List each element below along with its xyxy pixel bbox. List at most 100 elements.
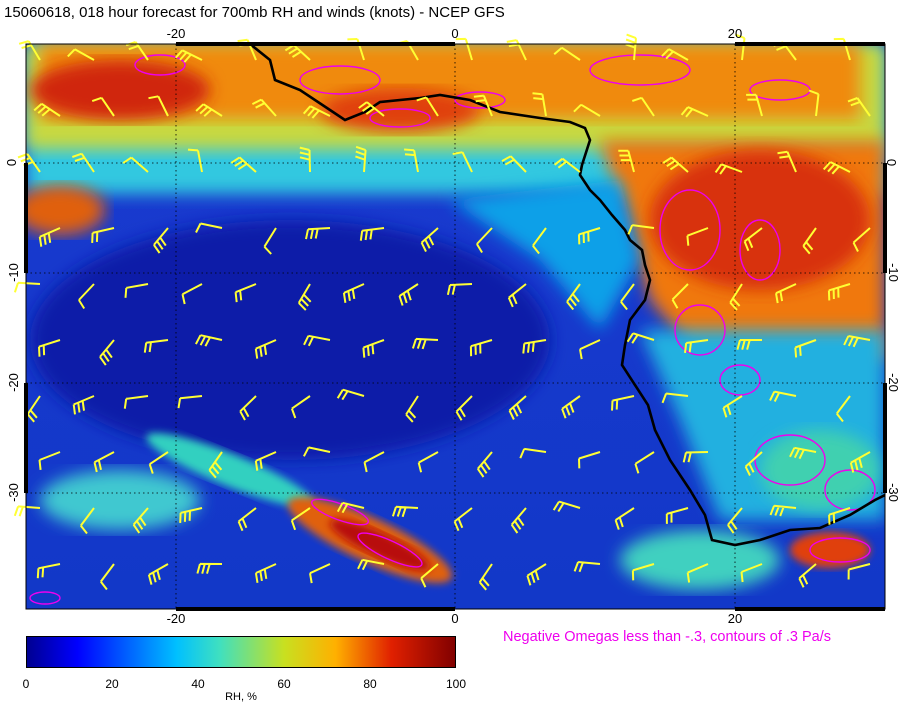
wind-barb: [303, 334, 331, 347]
lat-tick-right: -30: [885, 483, 901, 502]
wind-barb: [446, 283, 473, 296]
wind-barb: [827, 283, 851, 301]
wind-barb: [476, 451, 493, 478]
wind-barb: [195, 222, 223, 233]
wind-barb: [411, 337, 439, 350]
wind-barb: [625, 33, 637, 61]
wind-barb: [26, 395, 41, 423]
wind-barb: [680, 106, 709, 118]
wind-barb: [789, 446, 817, 460]
wind-barb: [769, 390, 797, 402]
wind-barb: [822, 161, 851, 175]
wind-barb: [736, 339, 762, 350]
wind-barb: [734, 33, 746, 61]
wind-barb: [187, 148, 203, 173]
wind-barb: [398, 283, 419, 306]
wind-barb: [620, 283, 635, 311]
wind-barb: [579, 339, 601, 360]
wind-barb: [828, 507, 851, 525]
wind-barb: [519, 447, 547, 459]
wind-barb: [362, 339, 385, 358]
wind-barb: [208, 451, 223, 479]
wind-barb: [174, 49, 203, 63]
wind-barb: [38, 227, 61, 247]
lon-tick-top: -20: [166, 26, 186, 41]
colorbar-tick: 60: [277, 677, 291, 691]
lon-tick-bottom: -20: [166, 611, 186, 626]
wind-barb: [195, 334, 223, 347]
wind-barb: [506, 39, 527, 61]
wind-barb: [526, 563, 547, 586]
wind-barb: [578, 227, 601, 245]
colorbar-label: RH, %: [225, 691, 257, 703]
omega-legend-note: Negative Omegas less than -.3, contours …: [503, 629, 832, 645]
wind-barb: [363, 451, 385, 473]
omega-contours: [29, 54, 876, 605]
lat-tick-left: -10: [5, 263, 21, 282]
wind-barb: [284, 44, 311, 61]
wind-barb: [181, 283, 203, 305]
wind-barb: [230, 156, 257, 173]
wind-barb: [553, 157, 581, 173]
lon-tick-top: 20: [727, 26, 743, 41]
wind-barb: [802, 227, 817, 255]
wind-barb: [80, 507, 95, 535]
wind-barb: [455, 37, 473, 61]
wind-barb: [631, 96, 655, 117]
colorbar-tick: 40: [191, 677, 205, 691]
wind-barb: [847, 563, 871, 580]
wind-barb: [566, 283, 581, 311]
wind-barb: [661, 48, 689, 61]
wind-barb: [254, 339, 277, 359]
wind-barb: [775, 283, 797, 304]
wind-barb: [478, 563, 493, 591]
lat-tick-right: 0: [884, 158, 900, 167]
wind-barb: [148, 95, 169, 117]
wind-barb: [91, 96, 115, 117]
wind-barb: [72, 395, 95, 415]
wind-barb: [532, 227, 547, 255]
colorbar-tick: 20: [105, 677, 119, 691]
wind-barb: [38, 339, 61, 357]
wind-barb: [251, 98, 277, 117]
wind-barb: [614, 507, 635, 530]
wind-barb: [358, 101, 385, 117]
wind-barb: [196, 562, 223, 574]
wind-barb: [836, 395, 851, 423]
wind-barb: [67, 48, 95, 61]
wind-barb: [746, 93, 763, 117]
wind-barb: [684, 339, 709, 354]
wind-barb: [553, 46, 581, 61]
wind-barb: [234, 283, 257, 303]
wind-barb: [473, 94, 493, 117]
wind-barb: [33, 102, 61, 117]
wind-barb: [147, 563, 169, 585]
lat-tick-left: -30: [5, 483, 21, 502]
wind-barb: [36, 563, 61, 579]
wind-barb: [93, 451, 115, 473]
wind-barb: [618, 149, 635, 173]
frame-ticks: [24, 42, 887, 611]
wind-barb: [148, 451, 169, 474]
wind-barb: [686, 227, 709, 246]
wind-barb: [508, 395, 527, 420]
wind-barb: [452, 151, 473, 173]
lat-tick-right: -20: [885, 373, 901, 392]
wind-barb: [453, 507, 473, 532]
colorbar-tick: 80: [363, 677, 377, 691]
wind-barb: [476, 227, 493, 254]
wind-barb: [78, 283, 95, 310]
wind-barb: [122, 156, 149, 173]
wind-barb: [852, 227, 871, 252]
colorbar-tick: 100: [445, 677, 467, 691]
wind-barb: [290, 395, 311, 419]
wind-barb: [99, 339, 115, 366]
wind-barb: [420, 227, 439, 253]
wind-barb: [808, 89, 820, 117]
lon-tick-bottom: 0: [451, 611, 459, 626]
wind-barb: [342, 283, 365, 303]
wind-barb: [611, 395, 635, 411]
wind-barb: [124, 283, 149, 298]
wind-barb: [177, 395, 203, 409]
